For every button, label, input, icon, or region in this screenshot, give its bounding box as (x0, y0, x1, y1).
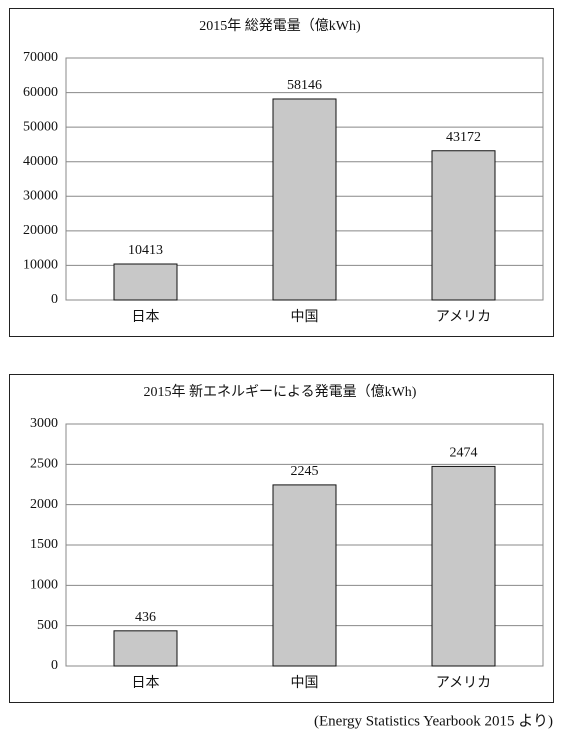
y-tick-label: 0 (51, 658, 58, 673)
y-tick-label: 1000 (30, 578, 58, 593)
chart-title: 2015年 総発電量（億kWh) (199, 18, 361, 34)
x-tick-label: 中国 (291, 675, 319, 691)
y-tick-label: 20000 (23, 223, 58, 238)
chart-frame (9, 8, 554, 337)
y-tick-label: 1500 (30, 537, 58, 552)
value-label: 2245 (291, 464, 319, 479)
bar (113, 263, 178, 301)
bar (431, 465, 496, 667)
bar (113, 630, 178, 667)
bar (272, 98, 337, 301)
y-tick-label: 2000 (30, 497, 58, 512)
chart-title: 2015年 新エネルギーによる発電量（億kWh) (144, 384, 417, 400)
y-tick-label: 2500 (30, 457, 58, 472)
x-tick-label: 日本 (132, 309, 160, 325)
x-tick-label: アメリカ (436, 310, 491, 325)
value-label: 2474 (450, 446, 478, 461)
x-tick-label: アメリカ (436, 676, 491, 691)
y-tick-label: 50000 (23, 119, 58, 134)
value-label: 58146 (287, 78, 322, 93)
x-tick-label: 中国 (291, 309, 319, 325)
y-tick-label: 40000 (23, 154, 58, 169)
value-label: 43172 (446, 130, 481, 145)
bar (431, 150, 496, 301)
value-label: 10413 (128, 243, 163, 258)
chart-frame (9, 374, 554, 703)
y-tick-label: 70000 (23, 50, 58, 65)
y-tick-label: 500 (37, 618, 58, 633)
y-tick-label: 30000 (23, 189, 58, 204)
y-tick-label: 60000 (23, 85, 58, 100)
bar (272, 484, 337, 667)
value-label: 436 (135, 610, 156, 625)
y-tick-label: 10000 (23, 258, 58, 273)
y-tick-label: 0 (51, 292, 58, 307)
x-tick-label: 日本 (132, 675, 160, 691)
y-tick-label: 3000 (30, 416, 58, 431)
source-note: (Energy Statistics Yearbook 2015 より) (314, 713, 553, 729)
